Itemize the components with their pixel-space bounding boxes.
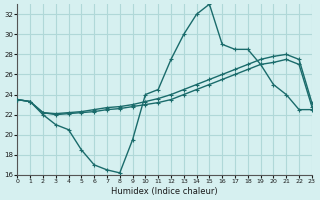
X-axis label: Humidex (Indice chaleur): Humidex (Indice chaleur) bbox=[111, 187, 218, 196]
